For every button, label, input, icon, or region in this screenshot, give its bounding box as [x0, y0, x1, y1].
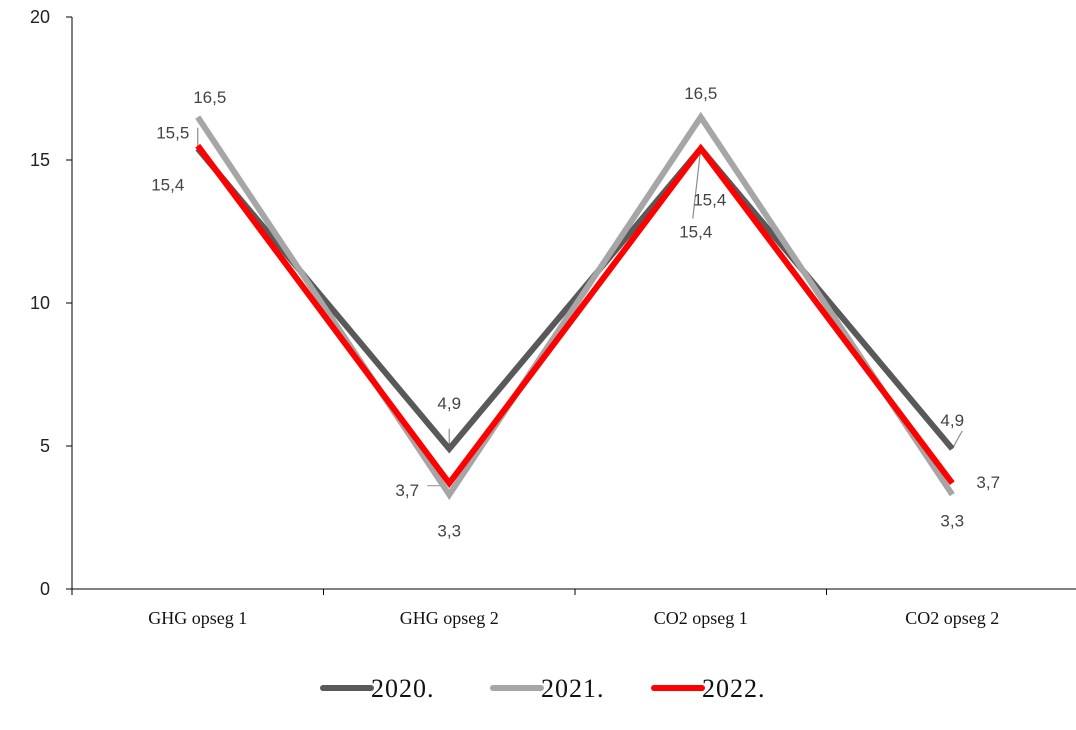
- data-label: 16,5: [684, 84, 717, 103]
- data-label: 3,7: [976, 473, 1000, 492]
- x-ticks: GHG opseg 1 GHG opseg 2 CO2 opseg 1 CO2 ops…: [71, 589, 999, 628]
- data-label: 3,7: [395, 481, 419, 500]
- leader-line: [692, 148, 702, 219]
- data-label: 3,3: [940, 512, 964, 531]
- series-line-1: [195, 143, 955, 454]
- x-tick-label: GHG opseg 2: [400, 608, 499, 628]
- data-label: 3,3: [437, 522, 461, 541]
- legend: 2020. 2021. 2022.: [320, 674, 766, 703]
- data-label: 15,4: [679, 223, 712, 242]
- y-tick-label: 10: [30, 293, 50, 313]
- y-tick-label: 0: [40, 579, 50, 599]
- data-label: 15,5: [156, 124, 189, 143]
- y-tick-label: 20: [30, 7, 50, 27]
- x-tick-label: GHG opseg 1: [148, 608, 247, 628]
- y-tick-label: 5: [40, 436, 50, 456]
- x-tick-label: CO2 opseg 1: [654, 608, 748, 628]
- legend-label: 2021.: [541, 674, 605, 703]
- series-lines: [195, 111, 955, 501]
- x-tick-label: CO2 opseg 2: [905, 608, 999, 628]
- data-label: 15,4: [151, 176, 184, 195]
- legend-label: 2022.: [702, 674, 766, 703]
- data-labels: 15,4 4,9 15,4 4,9 16,5 3,3 16,5 3,3 15,5 3,7 15,4 3…: [151, 84, 1000, 541]
- y-tick-label: 15: [30, 150, 50, 170]
- leader-line: [951, 430, 963, 450]
- y-ticks: 0 5 10 15 20: [30, 7, 72, 599]
- data-label: 16,5: [193, 88, 226, 107]
- legend-label: 2020.: [371, 674, 435, 703]
- data-label: 4,9: [437, 394, 461, 413]
- series-line-2: [195, 111, 955, 501]
- data-label: 15,4: [693, 191, 726, 210]
- series-line-3: [195, 143, 955, 489]
- data-label: 4,9: [940, 411, 964, 430]
